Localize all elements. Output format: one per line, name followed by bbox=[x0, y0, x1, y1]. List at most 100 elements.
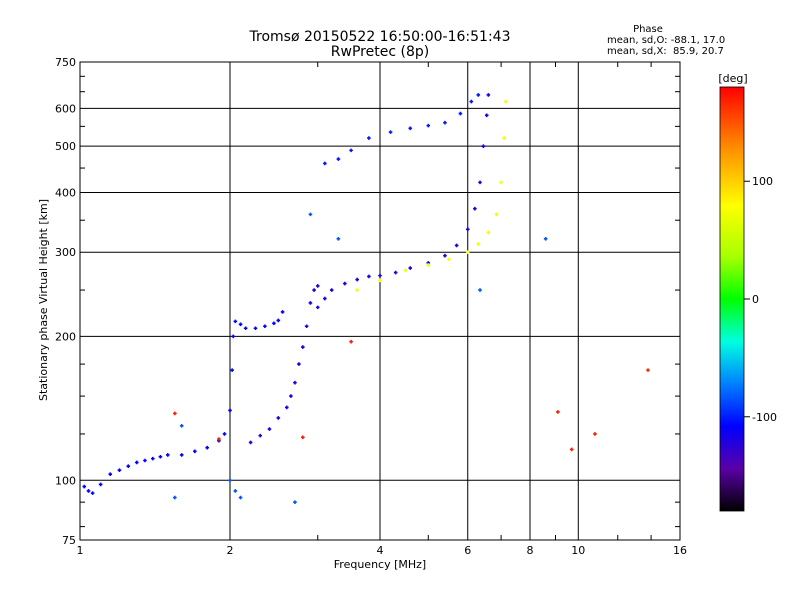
series-group bbox=[173, 212, 548, 504]
data-point bbox=[443, 253, 447, 258]
data-point bbox=[426, 123, 431, 128]
data-point bbox=[90, 491, 95, 495]
series-group bbox=[315, 93, 491, 310]
data-point bbox=[502, 136, 506, 140]
data-point bbox=[158, 454, 163, 459]
colorbar-tick-label: 0 bbox=[752, 293, 759, 306]
series-group bbox=[323, 93, 481, 166]
series-group bbox=[248, 284, 320, 445]
data-point bbox=[143, 458, 147, 463]
phase-stats-heading: Phase bbox=[633, 24, 663, 35]
data-point bbox=[86, 489, 91, 493]
x-tick-label: 6 bbox=[464, 544, 471, 557]
data-point bbox=[426, 263, 431, 267]
data-point bbox=[284, 405, 289, 410]
data-point bbox=[499, 180, 503, 185]
series-group bbox=[82, 310, 285, 495]
data-point bbox=[315, 284, 320, 288]
y-tick-label: 75 bbox=[62, 534, 76, 547]
data-point bbox=[117, 468, 122, 472]
x-tick-label: 4 bbox=[377, 544, 384, 557]
data-point bbox=[349, 148, 353, 153]
phase-stats-o: mean, sd,O: -88.1, 17.0 bbox=[607, 35, 725, 46]
data-point bbox=[231, 334, 236, 339]
data-point bbox=[301, 345, 305, 349]
data-point bbox=[378, 278, 382, 283]
data-point bbox=[267, 427, 272, 431]
data-point bbox=[543, 237, 548, 241]
colorbar-ticks: 100 0 -100 bbox=[744, 175, 777, 424]
data-point bbox=[355, 288, 359, 292]
data-point bbox=[248, 440, 253, 445]
data-point bbox=[388, 130, 393, 134]
data-point bbox=[151, 456, 155, 461]
series-group bbox=[173, 339, 650, 452]
data-point bbox=[323, 296, 327, 301]
data-point bbox=[355, 277, 359, 282]
data-point bbox=[228, 478, 232, 483]
y-axis-label: Stationary phase Virtual Height [km] bbox=[37, 199, 50, 401]
chart-title: Tromsø 20150522 16:50:00-16:51:43 bbox=[249, 29, 511, 45]
data-point bbox=[165, 453, 170, 457]
colorbar-tick-label: 100 bbox=[752, 175, 773, 188]
data-point bbox=[205, 445, 209, 450]
data-point bbox=[173, 495, 177, 500]
data-point bbox=[230, 368, 234, 372]
data-point bbox=[478, 288, 482, 292]
data-point bbox=[481, 144, 486, 148]
data-point bbox=[403, 268, 408, 273]
data-point bbox=[336, 157, 341, 161]
data-point bbox=[367, 136, 371, 140]
data-point bbox=[98, 482, 103, 487]
data-point bbox=[193, 449, 197, 454]
data-point bbox=[308, 301, 313, 305]
data-point bbox=[476, 93, 481, 97]
data-point bbox=[323, 161, 327, 166]
data-point bbox=[473, 206, 477, 211]
y-tick-label: 750 bbox=[55, 56, 76, 69]
axis-ticks: 1 2 4 6 8 10 16 75 100 200 300 400 500 600 750 bbox=[55, 56, 687, 557]
data-point bbox=[222, 432, 227, 436]
data-point bbox=[478, 180, 482, 185]
y-tick-label: 100 bbox=[55, 474, 76, 487]
data-point bbox=[484, 113, 489, 118]
y-tick-label: 300 bbox=[55, 246, 76, 259]
data-point bbox=[301, 435, 305, 440]
x-tick-label: 8 bbox=[527, 544, 534, 557]
data-point bbox=[465, 227, 470, 232]
data-point bbox=[272, 321, 276, 326]
data-point bbox=[443, 120, 447, 125]
data-point bbox=[367, 274, 371, 279]
data-points bbox=[82, 93, 650, 504]
data-point bbox=[503, 99, 508, 104]
x-tick-label: 2 bbox=[227, 544, 234, 557]
colorbar-tick-label: -100 bbox=[752, 411, 777, 424]
data-point bbox=[454, 243, 459, 248]
colorbar bbox=[719, 86, 745, 512]
data-point bbox=[393, 270, 398, 275]
data-point bbox=[556, 410, 560, 414]
data-point bbox=[569, 447, 574, 452]
data-point bbox=[447, 257, 451, 262]
data-point bbox=[228, 408, 232, 413]
data-point bbox=[308, 212, 313, 217]
data-point bbox=[465, 250, 470, 255]
data-point bbox=[134, 460, 139, 465]
data-point bbox=[258, 433, 263, 438]
phase-stats-x: mean, sd,X: 85.9, 20.7 bbox=[607, 46, 724, 57]
data-point bbox=[329, 288, 334, 292]
data-point bbox=[408, 126, 413, 131]
colorbar-label: [deg] bbox=[718, 72, 747, 85]
data-point bbox=[293, 380, 297, 385]
data-point bbox=[280, 310, 285, 314]
data-point bbox=[304, 324, 309, 329]
grid bbox=[80, 62, 680, 540]
data-point bbox=[243, 326, 248, 331]
data-point bbox=[108, 472, 113, 476]
data-point bbox=[263, 324, 267, 329]
data-point bbox=[476, 242, 481, 246]
data-point bbox=[408, 266, 413, 270]
data-point bbox=[349, 339, 353, 344]
data-point bbox=[378, 273, 382, 278]
data-point bbox=[179, 424, 184, 428]
